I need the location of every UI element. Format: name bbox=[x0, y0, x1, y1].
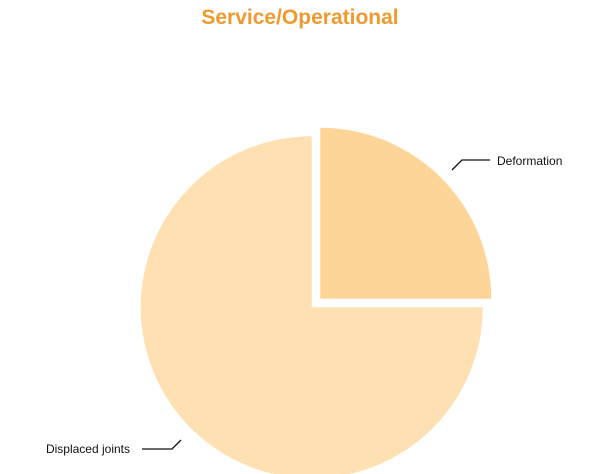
pie-slice-deformation bbox=[320, 127, 492, 299]
slice-label: Deformation bbox=[497, 154, 562, 168]
leader-line bbox=[451, 159, 490, 171]
slice-label: Displaced joints bbox=[46, 442, 130, 456]
pie-slice-displaced-joints bbox=[140, 136, 483, 474]
chart-title: Service/Operational bbox=[201, 6, 399, 29]
leader-line bbox=[142, 439, 182, 450]
